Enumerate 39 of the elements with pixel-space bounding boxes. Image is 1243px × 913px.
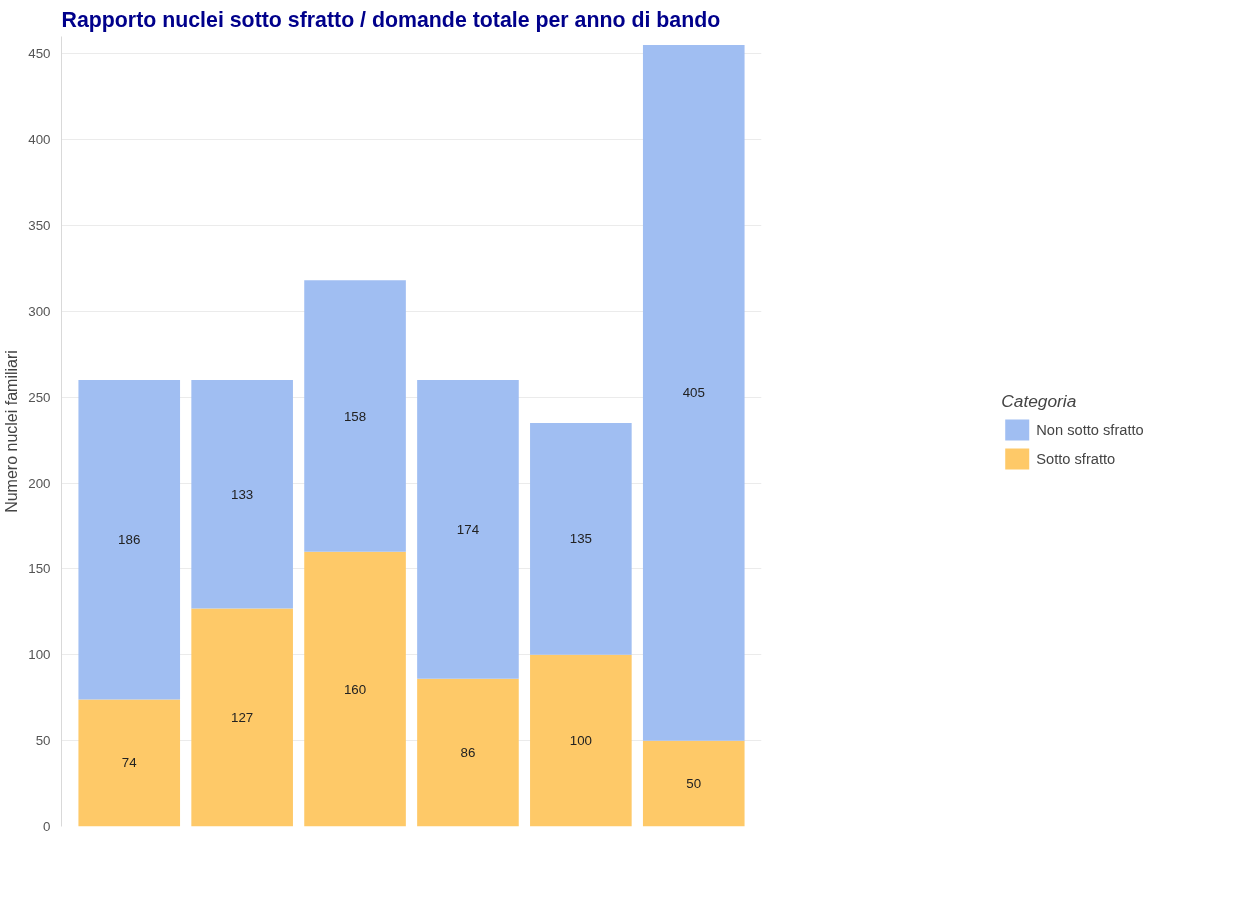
legend-label: Sotto sfratto xyxy=(1036,450,1116,467)
y-tick-label: 250 xyxy=(28,389,51,405)
bar xyxy=(304,551,406,827)
data-label: 405 xyxy=(682,385,705,401)
y-tick-label: 150 xyxy=(28,561,51,577)
bar xyxy=(191,608,293,827)
y-tick-label: 50 xyxy=(35,733,51,749)
data-label: 74 xyxy=(121,755,138,771)
bar xyxy=(530,654,632,827)
bar xyxy=(417,678,519,827)
chart-title: Rapporto nuclei sotto sfratto / domande totale per anno di bando xyxy=(61,7,721,32)
data-label: 50 xyxy=(686,776,702,792)
data-label: 158 xyxy=(343,408,367,424)
data-label: 100 xyxy=(569,733,592,749)
data-label: 133 xyxy=(231,486,254,502)
bar xyxy=(530,422,632,655)
bar xyxy=(78,699,181,827)
data-label: 160 xyxy=(343,681,367,697)
bar xyxy=(78,379,181,700)
data-label: 86 xyxy=(460,745,476,761)
data-label: 135 xyxy=(569,531,592,547)
legend-title: Categoria xyxy=(1001,390,1078,412)
y-tick-label: 400 xyxy=(28,132,51,148)
y-tick-label: 0 xyxy=(43,819,51,834)
y-tick-label: 200 xyxy=(28,475,51,491)
bar xyxy=(304,280,406,552)
bar xyxy=(642,45,745,741)
y-tick-label: 450 xyxy=(28,46,51,62)
y-tick-label: 350 xyxy=(28,217,51,233)
legend-label: Non sotto sfratto xyxy=(1036,421,1144,438)
data-label: 127 xyxy=(231,709,254,725)
data-label: 174 xyxy=(456,521,480,537)
bar xyxy=(191,379,293,609)
data-label: 186 xyxy=(118,532,141,548)
bar xyxy=(642,740,745,827)
y-tick-label: 300 xyxy=(28,303,51,319)
y-tick-label: 100 xyxy=(28,647,51,663)
y-axis-title: Numero nuclei familiari xyxy=(3,350,21,513)
bar xyxy=(417,379,519,679)
